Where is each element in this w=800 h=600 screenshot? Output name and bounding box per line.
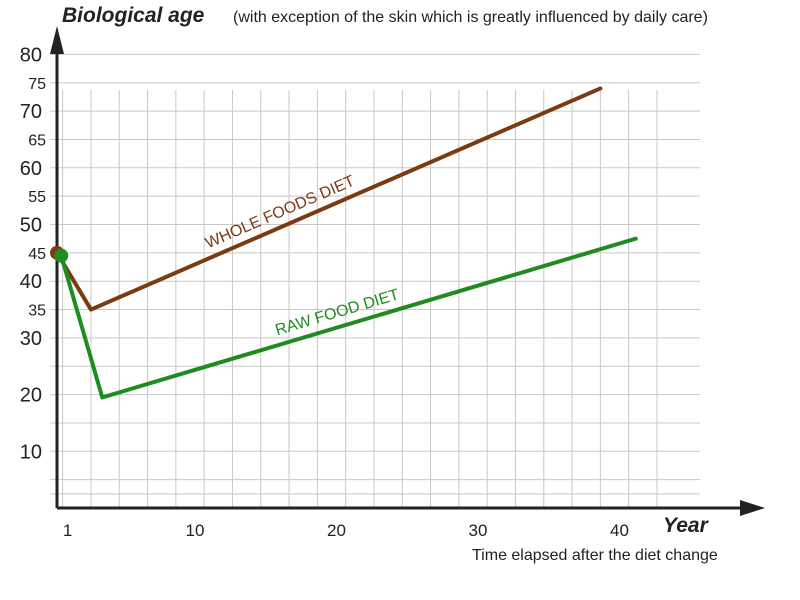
x-tick-label: 1 bbox=[63, 521, 72, 540]
y-tick-label: 30 bbox=[20, 328, 42, 350]
chart-subtitle: (with exception of the skin which is gre… bbox=[233, 9, 708, 26]
y-tick-label: 35 bbox=[28, 303, 46, 320]
y-tick-label: 45 bbox=[28, 246, 46, 263]
y-tick-label: 50 bbox=[20, 215, 42, 237]
y-tick-label: 70 bbox=[20, 101, 42, 123]
x-tick-label: 20 bbox=[327, 521, 346, 540]
whole-foods-series-line bbox=[55, 86, 603, 312]
x-tick-label: 30 bbox=[469, 521, 488, 540]
raw-food-series-start-marker bbox=[54, 248, 69, 263]
y-tick-label: 20 bbox=[20, 385, 42, 407]
y-tick-label: 75 bbox=[28, 76, 46, 93]
y-tick-label: 80 bbox=[20, 44, 42, 66]
chart-title: Biological age bbox=[62, 4, 205, 27]
x-tick-label: 40 bbox=[610, 521, 629, 540]
y-tick-label: 60 bbox=[20, 158, 42, 180]
y-axis-arrow-icon bbox=[50, 26, 64, 54]
y-tick-label: 40 bbox=[20, 271, 42, 293]
x-axis-label: Year bbox=[663, 514, 708, 537]
x-tick-label: 10 bbox=[186, 521, 205, 540]
raw-food-series-line bbox=[59, 236, 638, 400]
y-tick-label: 55 bbox=[28, 189, 46, 206]
x-axis-sublabel: Time elapsed after the diet change bbox=[472, 547, 718, 564]
y-tick-label: 65 bbox=[28, 132, 46, 149]
x-axis-arrow-icon bbox=[740, 500, 765, 516]
y-tick-label: 10 bbox=[20, 441, 42, 463]
whole-foods-series-label: WHOLE FOODS DIET bbox=[203, 173, 358, 253]
